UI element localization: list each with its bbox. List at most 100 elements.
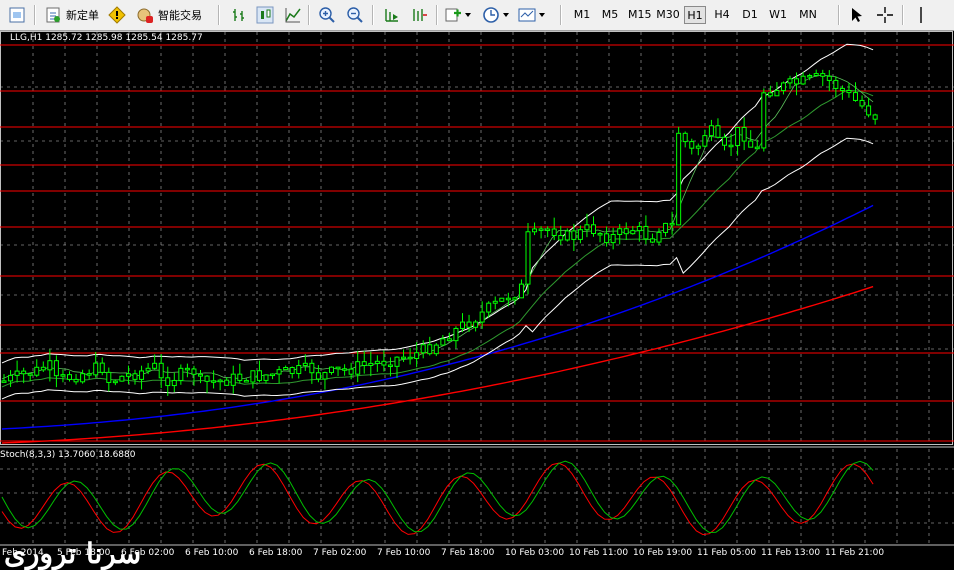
candle-body xyxy=(584,224,590,231)
clock-icon xyxy=(483,7,499,23)
chart-shift-icon xyxy=(413,9,427,21)
stochastic-label: Stoch(8,3,3) 13.7060 18.6880 xyxy=(0,450,136,460)
bar-chart-button[interactable] xyxy=(230,4,248,26)
warning-icon xyxy=(108,6,126,24)
zoom-in-icon xyxy=(319,7,335,23)
candle-body xyxy=(748,140,754,148)
candle-body xyxy=(99,362,105,373)
candle-body xyxy=(604,233,610,244)
candle-body xyxy=(211,380,217,383)
candle-body xyxy=(315,372,321,380)
chart-window[interactable]: LLG,H1 1285.72 1285.98 1285.54 1285.77 S… xyxy=(0,31,954,570)
zoom-out-button[interactable] xyxy=(346,4,364,26)
indicators-button[interactable] xyxy=(444,4,472,26)
candle-body xyxy=(27,373,33,376)
timeframe-m15[interactable]: M15 xyxy=(628,8,652,21)
candle-body xyxy=(381,360,387,366)
candle-body xyxy=(73,378,79,383)
time-axis-label: 7 Feb 02:00 xyxy=(313,548,367,558)
candle-body xyxy=(152,362,158,369)
candle-body xyxy=(374,360,380,364)
candle-body xyxy=(165,377,171,387)
time-axis-label: 11 Feb 05:00 xyxy=(697,548,757,558)
timeframe-h4[interactable]: H4 xyxy=(714,8,730,21)
crosshair-button[interactable] xyxy=(876,4,894,26)
timeframe-m30[interactable]: M30 xyxy=(656,8,680,21)
candle-body xyxy=(774,90,780,97)
candle-body xyxy=(348,368,354,375)
candle-body xyxy=(833,79,839,89)
chart-window-icon[interactable] xyxy=(8,4,26,26)
new-order-button[interactable]: 新定单 xyxy=(44,4,99,26)
candle-body xyxy=(125,373,131,377)
candle-body xyxy=(446,338,452,342)
cursor-arrow-icon xyxy=(852,8,862,22)
timeframe-d1[interactable]: D1 xyxy=(742,8,758,21)
auto-scroll-icon xyxy=(385,9,398,22)
timeframe-mn[interactable]: MN xyxy=(799,8,817,21)
candle-body xyxy=(735,126,741,147)
candle-body xyxy=(695,145,701,149)
auto-scroll-button[interactable] xyxy=(382,4,400,26)
candlestick-icon xyxy=(256,6,274,24)
candle-body xyxy=(630,230,636,235)
time-axis-label: 6 Feb 02:00 xyxy=(121,548,175,558)
candle-body xyxy=(826,75,832,81)
lower-band-line xyxy=(1,137,874,400)
candle-body xyxy=(250,370,256,383)
periods-button[interactable] xyxy=(482,4,510,26)
candle-body xyxy=(780,82,786,92)
candle-body xyxy=(243,379,249,383)
chevron-down-icon xyxy=(539,13,545,17)
chart-shift-button[interactable] xyxy=(410,4,428,26)
timeframe-m5[interactable]: M5 xyxy=(601,8,619,21)
market-watch-button[interactable] xyxy=(108,4,126,26)
candle-body xyxy=(198,373,203,377)
time-axis-label: 11 Feb 21:00 xyxy=(825,548,885,558)
candle-body xyxy=(623,228,629,235)
zoom-in-button[interactable] xyxy=(318,4,336,26)
candle-body xyxy=(355,361,361,375)
candle-body xyxy=(532,228,538,233)
vertical-line-icon xyxy=(920,7,922,23)
candle-body xyxy=(224,379,230,386)
candle-body xyxy=(794,78,800,85)
candle-body xyxy=(414,352,420,360)
candle-body xyxy=(401,356,407,360)
candle-body xyxy=(853,92,858,101)
candle-body xyxy=(649,238,655,243)
auto-trading-button[interactable]: 智能交易 xyxy=(136,4,202,26)
candle-body xyxy=(473,321,479,328)
vertical-line-button[interactable] xyxy=(912,4,930,26)
candle-body xyxy=(342,368,348,371)
candle-body xyxy=(106,371,112,383)
candle-body xyxy=(1,380,7,383)
timeframe-w1[interactable]: W1 xyxy=(769,8,787,21)
candle-body xyxy=(525,231,531,285)
price-chart[interactable] xyxy=(0,31,954,565)
candle-body xyxy=(872,114,878,120)
candle-body xyxy=(682,132,688,143)
candle-body xyxy=(591,224,596,234)
template-icon xyxy=(518,8,536,22)
candle-body xyxy=(754,146,760,150)
candle-body xyxy=(839,87,845,92)
candle-body xyxy=(21,370,27,375)
candle-body xyxy=(479,311,485,323)
cursor-button[interactable] xyxy=(848,4,866,26)
time-axis-label: 6 Feb 10:00 xyxy=(185,548,239,558)
candle-chart-button[interactable] xyxy=(256,4,274,26)
time-axis-label: 10 Feb 19:00 xyxy=(633,548,693,558)
line-chart-button[interactable] xyxy=(284,4,302,26)
candle-body xyxy=(545,228,551,232)
candle-body xyxy=(191,368,197,375)
candle-body xyxy=(394,356,400,367)
candle-body xyxy=(492,300,498,304)
candle-body xyxy=(335,366,341,370)
timeframe-h1[interactable]: H1 xyxy=(684,6,706,24)
candle-body xyxy=(538,228,544,231)
timeframe-m1[interactable]: M1 xyxy=(573,8,591,21)
candle-body xyxy=(505,297,511,301)
templates-button[interactable] xyxy=(518,4,546,26)
time-axis-label: 7 Feb 18:00 xyxy=(441,548,495,558)
